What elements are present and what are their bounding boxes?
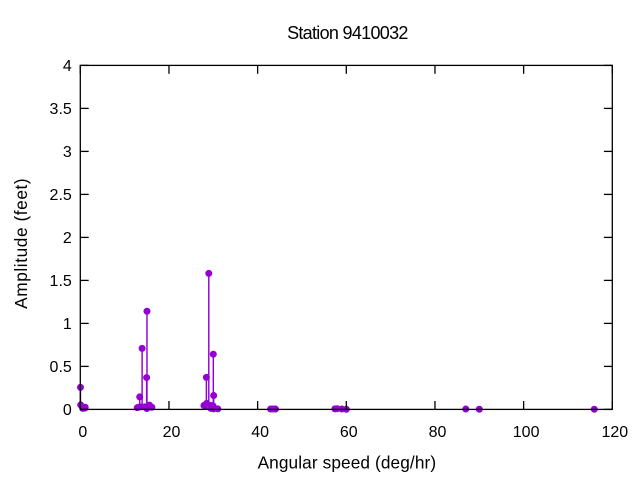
svg-text:0: 0: [78, 424, 87, 441]
svg-text:Amplitude (feet): Amplitude (feet): [11, 178, 31, 309]
svg-text:60: 60: [340, 424, 358, 441]
svg-text:4: 4: [63, 58, 72, 75]
svg-text:0: 0: [63, 402, 72, 419]
svg-text:2: 2: [63, 230, 72, 247]
svg-text:100: 100: [513, 424, 540, 441]
svg-text:20: 20: [163, 424, 181, 441]
svg-text:0.5: 0.5: [50, 359, 72, 376]
svg-text:3: 3: [63, 144, 72, 161]
svg-text:3.5: 3.5: [50, 101, 72, 118]
svg-text:80: 80: [429, 424, 447, 441]
svg-text:1.5: 1.5: [50, 273, 72, 290]
svg-text:120: 120: [601, 424, 628, 441]
svg-text:2.5: 2.5: [50, 187, 72, 204]
svg-text:1: 1: [63, 316, 72, 333]
svg-text:Angular speed (deg/hr): Angular speed (deg/hr): [258, 452, 437, 472]
svg-text:Station 9410032: Station 9410032: [287, 23, 408, 43]
svg-text:40: 40: [251, 424, 269, 441]
